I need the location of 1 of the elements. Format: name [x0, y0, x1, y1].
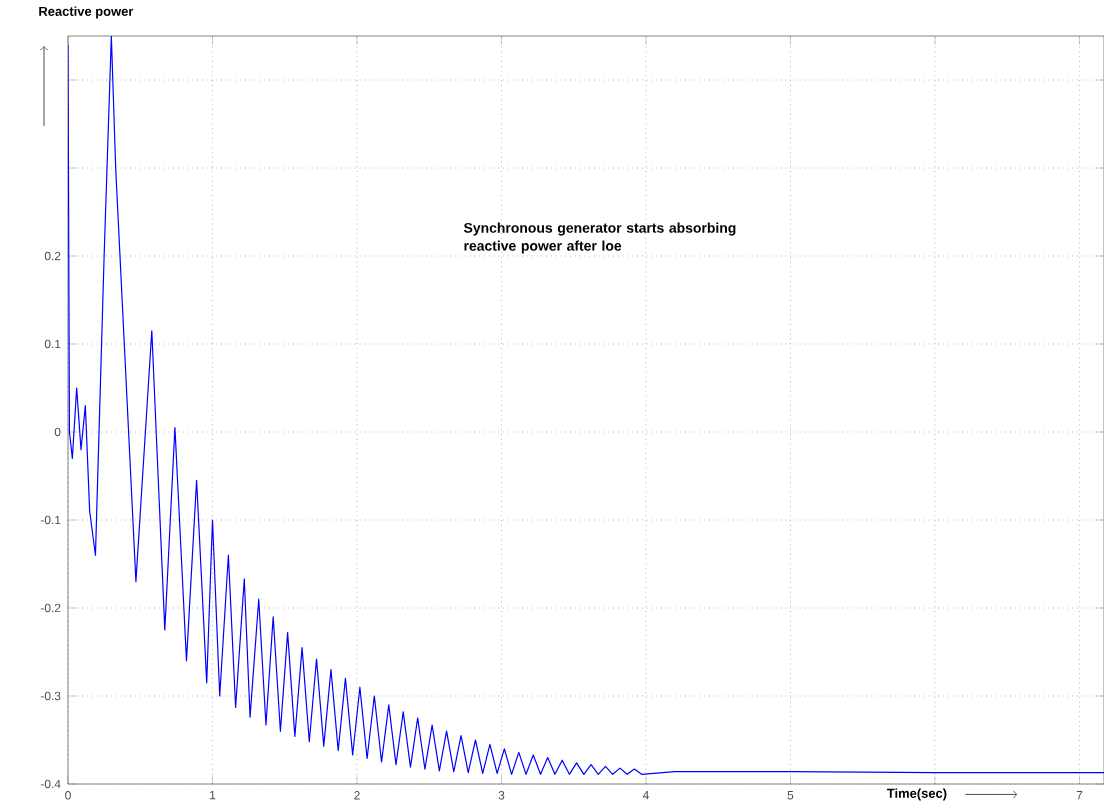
line-series	[68, 36, 1104, 775]
